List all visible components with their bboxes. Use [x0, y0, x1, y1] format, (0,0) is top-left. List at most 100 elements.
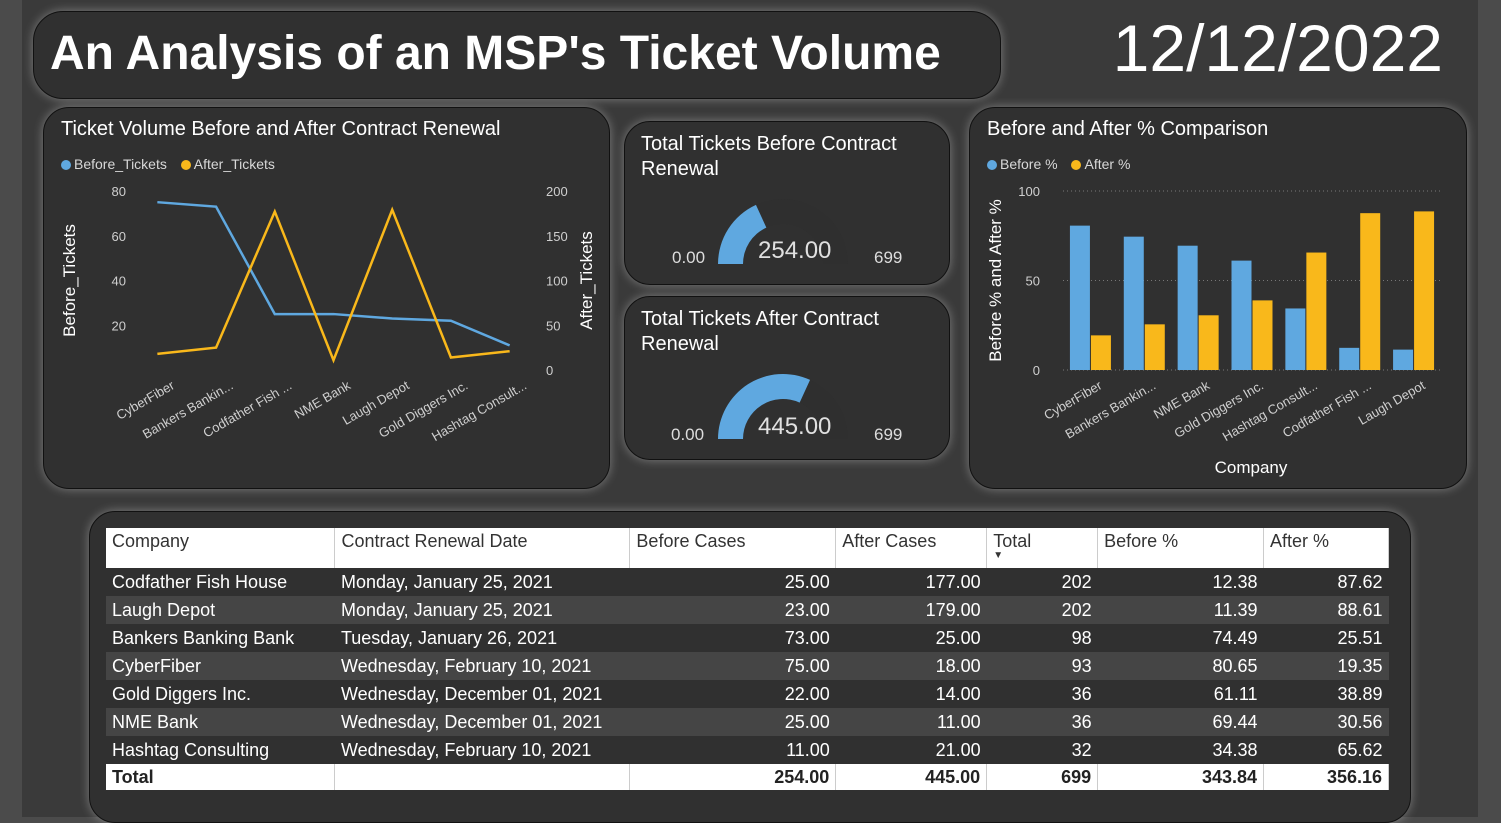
table-row[interactable]: Bankers Banking Bank Tuesday, January 26,…: [106, 624, 1389, 652]
col-header-total-label: Total: [993, 531, 1032, 551]
line-chart-legend: Before_Tickets After_Tickets: [61, 156, 285, 172]
table-cell: 36: [986, 708, 1098, 736]
y-tick-label: 50: [1026, 274, 1040, 289]
legend-after-pct-label: After %: [1084, 156, 1131, 172]
legend-dot-blue: [987, 160, 997, 170]
gauge-after-title: Total Tickets After Contract Renewal: [641, 308, 879, 355]
legend-dot-blue: [61, 160, 71, 170]
y-axis-label: Before_Tickets: [60, 224, 79, 337]
gauge-after-card[interactable]: Total Tickets After Contract Renewal 0.0…: [624, 296, 950, 460]
table-cell: Wednesday, December 01, 2021: [334, 708, 630, 736]
gauge-before-card[interactable]: Total Tickets Before Contract Renewal 0.…: [624, 121, 950, 285]
x-tick-label: Bankers Bankin...: [1063, 378, 1159, 442]
table-total-cell: 445.00: [835, 764, 988, 790]
report-date: 12/12/2022: [1112, 11, 1443, 85]
bar-chart-title: Before and After % Comparison: [987, 118, 1269, 140]
col-header-renewal-date[interactable]: Contract Renewal Date: [334, 528, 631, 568]
table-cell: 74.49: [1097, 624, 1264, 652]
gauge-before-title: Total Tickets Before Contract Renewal: [641, 133, 897, 180]
bar-chart-card[interactable]: Before and After % Comparison Before % A…: [969, 107, 1467, 489]
table-total-cell: 699: [986, 764, 1099, 790]
bar-after-pct: [1360, 213, 1381, 370]
legend-after-tickets[interactable]: After_Tickets: [180, 156, 275, 172]
table-row[interactable]: Codfather Fish House Monday, January 25, …: [106, 568, 1389, 596]
col-header-before-pct[interactable]: Before %: [1097, 528, 1265, 568]
table-cell: 80.65: [1097, 652, 1264, 680]
col-header-company[interactable]: Company: [106, 528, 336, 568]
table-cell: Wednesday, February 10, 2021: [334, 652, 630, 680]
y2-tick-label: 150: [546, 229, 568, 244]
col-header-total[interactable]: Total ▼: [986, 528, 1099, 568]
table-total-cell: Total: [106, 764, 336, 790]
bar-before-pct: [1285, 308, 1306, 370]
gauge-after-min: 0.00: [671, 425, 705, 444]
table-cell: 30.56: [1263, 708, 1389, 736]
y2-tick-label: 200: [546, 184, 568, 199]
y-tick-label: 60: [112, 229, 126, 244]
table-cell: Tuesday, January 26, 2021: [334, 624, 630, 652]
table-cell: 75.00: [629, 652, 836, 680]
table-row[interactable]: Laugh Depot Monday, January 25, 2021 23.00…: [106, 596, 1389, 624]
page-title: An Analysis of an MSP's Ticket Volume: [50, 27, 941, 80]
table-cell: 25.00: [629, 568, 836, 596]
table-cell: 61.11: [1097, 680, 1264, 708]
bar-before-pct: [1069, 225, 1090, 370]
table-cell: Codfather Fish House: [106, 568, 335, 596]
table-total-cell: 254.00: [629, 764, 837, 790]
table-cell: Monday, January 25, 2021: [334, 596, 630, 624]
table-row[interactable]: Gold Diggers Inc. Wednesday, December 01,…: [106, 680, 1389, 708]
gauge-before-max: 699: [874, 248, 903, 267]
col-header-after-pct[interactable]: After %: [1263, 528, 1389, 568]
table-cell: 11.00: [835, 708, 987, 736]
legend-before-pct[interactable]: Before %: [987, 156, 1058, 172]
table-card: Company Contract Renewal Date Before Cas…: [89, 511, 1411, 823]
table-cell: 21.00: [835, 736, 987, 764]
table-cell: Laugh Depot: [106, 596, 335, 624]
y-axis-label: Before % and After %: [986, 199, 1005, 362]
gauge-fill: [718, 204, 767, 264]
table-total-cell: 356.16: [1263, 764, 1389, 790]
col-header-after-cases[interactable]: After Cases: [835, 528, 988, 568]
bar-before-pct: [1231, 260, 1252, 370]
table-cell: 25.00: [629, 708, 836, 736]
table-cell: Hashtag Consulting: [106, 736, 335, 764]
table-cell: 19.35: [1263, 652, 1389, 680]
table-cell: 73.00: [629, 624, 836, 652]
series-line-after-tickets: [157, 206, 510, 364]
legend-dot-orange: [1071, 160, 1082, 170]
table-cell: Wednesday, February 10, 2021: [334, 736, 630, 764]
gauge-before-min: 0.00: [672, 248, 706, 267]
line-chart-card[interactable]: Ticket Volume Before and After Contract …: [43, 107, 610, 489]
table-cell: 36: [986, 680, 1098, 708]
table-cell: Monday, January 25, 2021: [334, 568, 630, 596]
bar-before-pct: [1339, 347, 1360, 370]
legend-before-tickets[interactable]: Before_Tickets: [61, 156, 167, 172]
col-header-before-cases[interactable]: Before Cases: [629, 528, 837, 568]
table-cell: 202: [986, 596, 1098, 624]
table-cell: 25.51: [1263, 624, 1389, 652]
table-cell: Bankers Banking Bank: [106, 624, 335, 652]
table-cell: Gold Diggers Inc.: [106, 680, 335, 708]
bar-before-pct: [1123, 236, 1144, 370]
table-cell: 11.39: [1097, 596, 1264, 624]
gauge-fill: [718, 374, 811, 439]
table-header-row: Company Contract Renewal Date Before Cas…: [106, 528, 1389, 568]
table-row[interactable]: CyberFiber Wednesday, February 10, 2021 75…: [106, 652, 1389, 680]
legend-after-pct[interactable]: After %: [1071, 156, 1130, 172]
table-cell: NME Bank: [106, 708, 335, 736]
x-axis-label: Company: [1215, 458, 1288, 477]
y-tick-label: 40: [112, 274, 126, 289]
bar-after-pct: [1198, 315, 1219, 370]
bar-after-pct: [1252, 300, 1273, 370]
gauge-after-svg: [718, 374, 848, 439]
table-row[interactable]: NME Bank Wednesday, December 01, 2021 25.0…: [106, 708, 1389, 736]
bar-after-pct: [1090, 335, 1111, 370]
legend-before-pct-label: Before %: [1000, 156, 1058, 172]
table-cell: 22.00: [629, 680, 836, 708]
table-cell: 25.00: [835, 624, 987, 652]
table-cell: 88.61: [1263, 596, 1389, 624]
table-row[interactable]: Hashtag Consulting Wednesday, February 10…: [106, 736, 1389, 764]
gauge-after-value: 445.00: [758, 413, 832, 440]
y-tick-label: 80: [112, 184, 126, 199]
